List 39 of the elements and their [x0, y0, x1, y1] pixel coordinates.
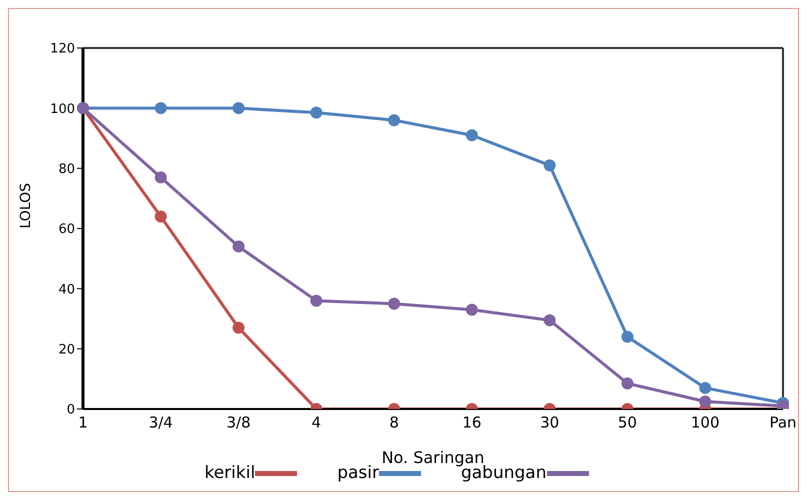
x-tick-label: 3/4 [148, 414, 173, 432]
point [466, 304, 478, 316]
x-tick-label: 8 [389, 414, 399, 432]
point [154, 210, 167, 222]
point [232, 322, 245, 334]
point [154, 171, 167, 184]
point [232, 240, 245, 253]
y-tick-label: 40 [58, 282, 75, 298]
y-tick-label: 60 [58, 222, 75, 238]
point [621, 330, 634, 343]
legend-label: pasir [337, 463, 379, 483]
y-tick-label: 120 [50, 42, 75, 57]
x-tick-label: 3/8 [226, 414, 251, 432]
y-tick-label: 20 [58, 342, 75, 358]
point [699, 382, 712, 394]
point [310, 294, 322, 307]
point [232, 102, 245, 114]
x-tick-label: 100 [690, 414, 720, 432]
point [388, 298, 400, 310]
point [544, 314, 556, 326]
y-tick-label: 0 [66, 402, 75, 418]
point [388, 114, 400, 126]
x-axis-title: No. Saringan [382, 448, 484, 467]
point [310, 106, 322, 119]
legend-label: kerikil [204, 463, 256, 483]
x-tick-label: 4 [312, 414, 322, 432]
y-axis-title: LOLOS [18, 182, 34, 228]
x-tick-label: 30 [540, 414, 560, 432]
x-tick-label: 50 [618, 414, 637, 432]
x-tick-label: 1 [78, 414, 88, 432]
point [544, 159, 556, 172]
point [466, 129, 478, 142]
y-tick-label: 100 [50, 102, 75, 117]
x-tick-label: Pan [769, 414, 797, 432]
point [699, 395, 712, 408]
point [621, 377, 634, 390]
x-tick-label: 16 [462, 414, 482, 432]
point [154, 102, 167, 114]
y-tick-label: 80 [58, 162, 75, 177]
